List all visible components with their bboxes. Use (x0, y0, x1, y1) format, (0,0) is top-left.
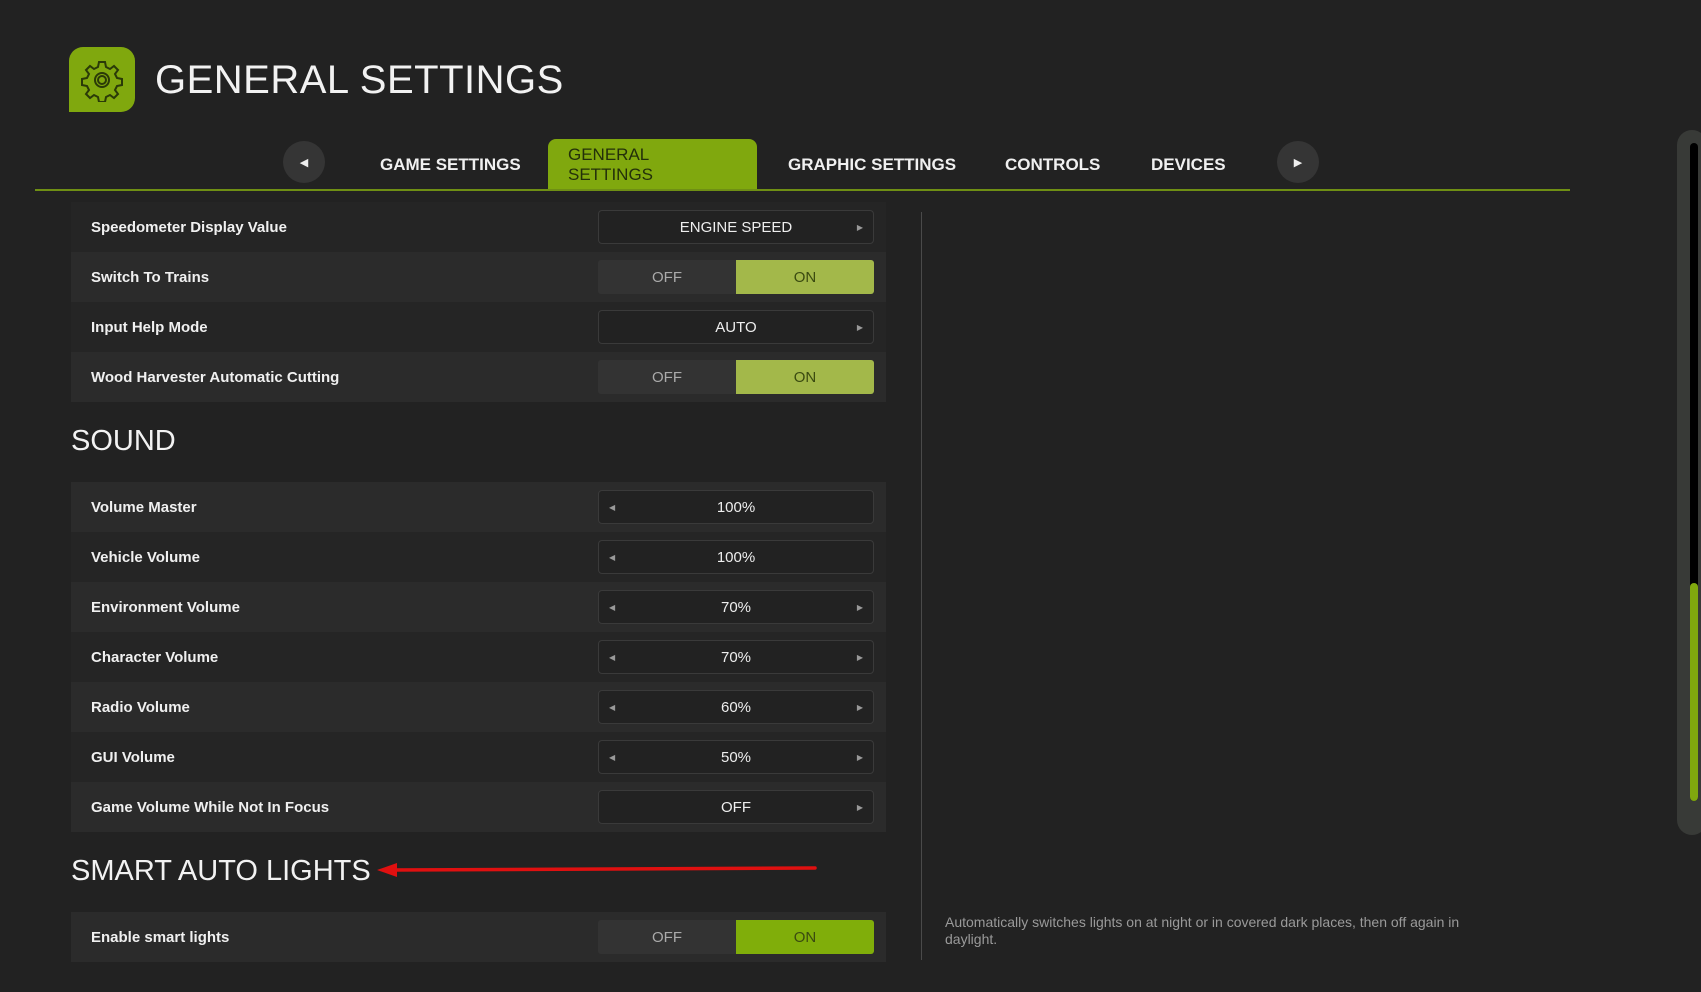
setting-value: OFF (721, 798, 751, 816)
setting-label: Game Volume While Not In Focus (91, 798, 330, 816)
setting-row: Character Volume ◀ 70% ▶ (71, 632, 886, 682)
toggle-on[interactable]: ON (736, 260, 874, 294)
setting-row: Radio Volume ◀ 60% ▶ (71, 682, 886, 732)
tab-next-button[interactable]: ▶ (1277, 141, 1319, 183)
input-help-select[interactable]: AUTO ▶ (598, 310, 874, 344)
setting-label: Speedometer Display Value (91, 218, 287, 236)
panel-divider (921, 212, 922, 960)
setting-label: Enable smart lights (91, 928, 230, 946)
setting-label: GUI Volume (91, 748, 175, 766)
setting-row: Wood Harvester Automatic Cutting OFF ON (71, 352, 886, 402)
caret-right-icon[interactable]: ▶ (856, 802, 863, 812)
setting-value: 100% (716, 498, 756, 516)
setting-label: Switch To Trains (91, 268, 210, 286)
volume-slider[interactable]: ◀ 60% ▶ (598, 690, 874, 724)
caret-right-icon[interactable]: ▶ (856, 752, 863, 762)
setting-label: Character Volume (91, 648, 219, 666)
toggle-on[interactable]: ON (736, 360, 874, 394)
caret-right-icon[interactable]: ▶ (856, 652, 863, 662)
setting-description: Automatically switches lights on at nigh… (945, 914, 1460, 947)
volume-slider[interactable]: ◀ 50% ▶ (598, 740, 874, 774)
setting-row: Input Help Mode AUTO ▶ (71, 302, 886, 352)
caret-left-icon[interactable]: ◀ (609, 602, 616, 612)
setting-row: Volume Master ◀ 100% (71, 482, 886, 532)
setting-row: Switch To Trains OFF ON (71, 252, 886, 302)
caret-right-icon[interactable]: ▶ (856, 222, 863, 232)
settings-logo (69, 47, 135, 112)
tab-underline (35, 189, 1570, 191)
section-heading-sound: SOUND (71, 425, 176, 457)
caret-right-icon[interactable]: ▶ (856, 602, 863, 612)
setting-value: 50% (720, 748, 752, 766)
setting-row: Speedometer Display Value ENGINE SPEED ▶ (71, 202, 886, 252)
volume-slider[interactable]: ◀ 70% ▶ (598, 640, 874, 674)
toggle-off[interactable]: OFF (598, 260, 736, 294)
scrollbar-thumb[interactable] (1690, 583, 1698, 801)
caret-left-icon[interactable]: ◀ (609, 702, 616, 712)
caret-right-icon[interactable]: ▶ (856, 322, 863, 332)
speedometer-select[interactable]: ENGINE SPEED ▶ (598, 210, 874, 244)
tab-devices[interactable]: DEVICES (1151, 154, 1226, 174)
section-heading-smart-lights: SMART AUTO LIGHTS (71, 855, 371, 887)
setting-row: Environment Volume ◀ 70% ▶ (71, 582, 886, 632)
setting-row: Game Volume While Not In Focus OFF ▶ (71, 782, 886, 832)
tab-general-settings[interactable]: GENERAL SETTINGS (548, 139, 757, 190)
caret-left-icon[interactable]: ◀ (609, 752, 616, 762)
setting-row: Enable smart lights OFF ON (71, 912, 886, 962)
caret-left-icon: ◀ (299, 156, 309, 169)
volume-slider[interactable]: ◀ 100% (598, 490, 874, 524)
setting-value: 60% (720, 698, 752, 716)
caret-right-icon[interactable]: ▶ (856, 702, 863, 712)
toggle-on[interactable]: ON (736, 920, 874, 954)
volume-slider[interactable]: ◀ 70% ▶ (598, 590, 874, 624)
setting-label: Wood Harvester Automatic Cutting (91, 368, 340, 386)
smart-lights-toggle[interactable]: OFF ON (598, 920, 874, 954)
setting-label: Environment Volume (91, 598, 240, 616)
tab-controls[interactable]: CONTROLS (1005, 154, 1101, 174)
wood-harvester-toggle[interactable]: OFF ON (598, 360, 874, 394)
scrollbar-track[interactable] (1690, 143, 1698, 801)
setting-label: Vehicle Volume (91, 548, 200, 566)
caret-right-icon: ▶ (1293, 156, 1303, 169)
setting-row: GUI Volume ◀ 50% ▶ (71, 732, 886, 782)
select-value: AUTO (715, 318, 757, 336)
caret-left-icon[interactable]: ◀ (609, 502, 616, 512)
setting-row: Vehicle Volume ◀ 100% (71, 532, 886, 582)
page-title: GENERAL SETTINGS (155, 58, 564, 102)
toggle-off[interactable]: OFF (598, 360, 736, 394)
tab-prev-button[interactable]: ◀ (283, 141, 325, 183)
setting-value: 70% (720, 648, 752, 666)
caret-left-icon[interactable]: ◀ (609, 652, 616, 662)
caret-left-icon[interactable]: ◀ (609, 552, 616, 562)
setting-label: Volume Master (91, 498, 197, 516)
tab-game-settings[interactable]: GAME SETTINGS (380, 154, 521, 174)
setting-value: 100% (716, 548, 756, 566)
gear-icon (81, 60, 123, 102)
annotation-arrow (377, 863, 817, 877)
select-value: ENGINE SPEED (679, 218, 793, 236)
setting-label: Radio Volume (91, 698, 190, 716)
switch-to-trains-toggle[interactable]: OFF ON (598, 260, 874, 294)
volume-slider[interactable]: ◀ 100% (598, 540, 874, 574)
tab-graphic-settings[interactable]: GRAPHIC SETTINGS (788, 154, 957, 174)
select[interactable]: OFF ▶ (598, 790, 874, 824)
toggle-off[interactable]: OFF (598, 920, 736, 954)
setting-label: Input Help Mode (91, 318, 208, 336)
setting-value: 70% (720, 598, 752, 616)
